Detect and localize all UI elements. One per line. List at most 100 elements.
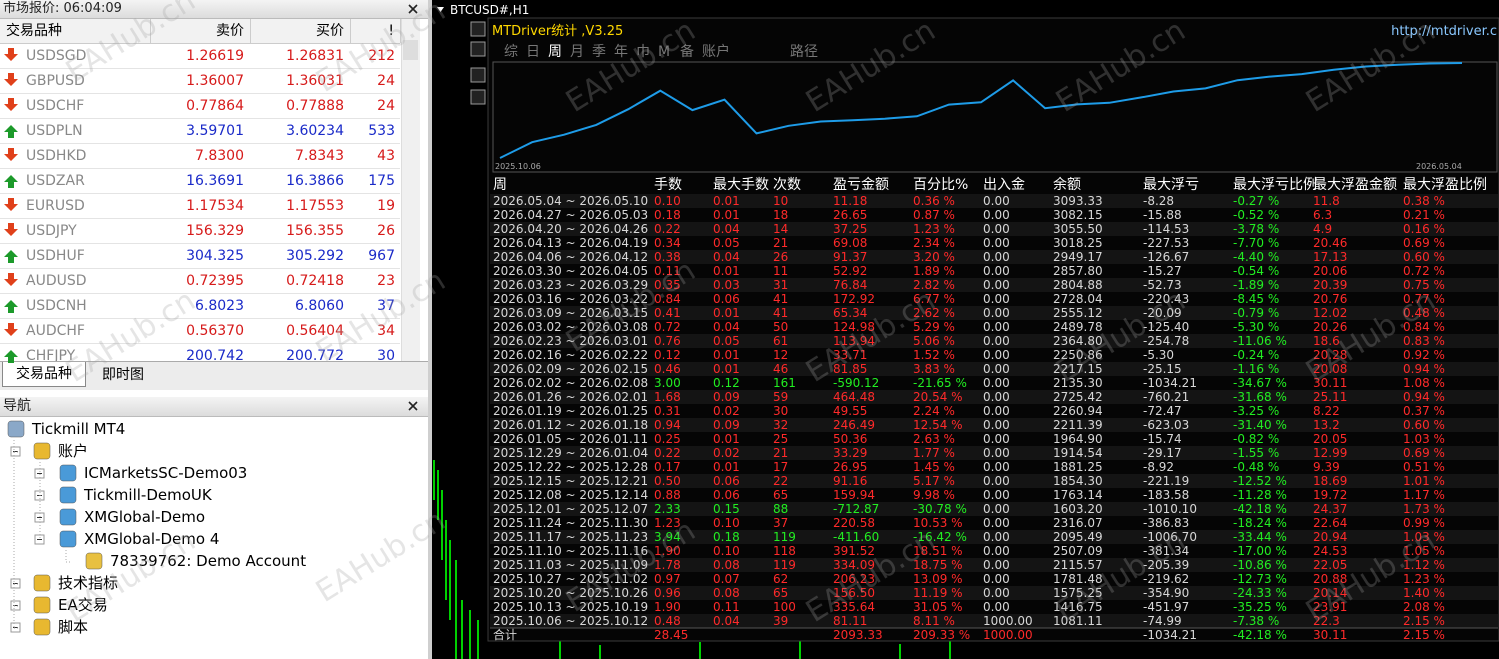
table-cell: -25.15 bbox=[1143, 362, 1182, 376]
row-bg bbox=[0, 94, 400, 119]
stats-tab[interactable]: 备 bbox=[680, 44, 694, 60]
symbol[interactable]: USDCNH bbox=[26, 298, 87, 314]
table-cell: 2025.11.24 ~ 2025.11.30 bbox=[493, 516, 649, 530]
stats-tab[interactable]: 日 bbox=[526, 44, 540, 60]
scrollbar[interactable] bbox=[401, 19, 420, 361]
table-cell: 81.85 bbox=[833, 362, 868, 376]
table-cell: 31 bbox=[773, 278, 789, 292]
table-cell: -8.45 % bbox=[1233, 292, 1280, 306]
table-cell: 20.46 bbox=[1313, 236, 1348, 250]
column-header[interactable]: 买价 bbox=[250, 19, 351, 43]
table-cell: 0.00 bbox=[983, 600, 1010, 614]
table-cell: 30.11 bbox=[1313, 376, 1348, 390]
table-cell: 1081.11 bbox=[1053, 614, 1103, 628]
table-cell: 1.12 % bbox=[1403, 558, 1445, 572]
spread: 37 bbox=[377, 298, 395, 314]
table-cell: 0.48 bbox=[654, 614, 681, 628]
column-header[interactable]: ! bbox=[350, 19, 401, 43]
stats-tab[interactable]: 路径 bbox=[790, 44, 818, 60]
table-cell: -0.79 % bbox=[1233, 306, 1280, 320]
column-header[interactable]: 交易品种 bbox=[0, 19, 151, 43]
table-cell: -34.67 % bbox=[1233, 376, 1287, 390]
total-cell: 209.33 % bbox=[913, 628, 971, 642]
table-cell: 0.00 bbox=[983, 418, 1010, 432]
scroll-thumb[interactable] bbox=[403, 40, 418, 60]
symbol[interactable]: USDCHF bbox=[26, 98, 85, 114]
table-cell: 0.03 bbox=[713, 278, 740, 292]
table-cell: 91.16 bbox=[833, 474, 868, 488]
stats-tab[interactable]: 周 bbox=[548, 44, 562, 60]
stats-tab[interactable]: 月 bbox=[570, 44, 584, 60]
table-cell: -712.87 bbox=[833, 502, 880, 516]
symbol[interactable]: EURUSD bbox=[26, 198, 85, 214]
table-cell: 0.97 bbox=[654, 572, 681, 586]
tree-item[interactable]: 78339762: Demo Account bbox=[110, 552, 307, 570]
table-cell: 0.18 bbox=[654, 208, 681, 222]
tree-item[interactable]: XMGlobal-Demo bbox=[84, 508, 206, 526]
tab[interactable]: 交易品种 bbox=[2, 362, 86, 387]
table-cell: -0.52 % bbox=[1233, 208, 1280, 222]
column-header[interactable]: 卖价 bbox=[150, 19, 251, 43]
table-cell: 0.94 % bbox=[1403, 362, 1445, 376]
table-cell: 2489.78 bbox=[1053, 320, 1103, 334]
table-cell: 25 bbox=[773, 432, 789, 446]
table-cell: 0.04 bbox=[713, 320, 740, 334]
stats-tab[interactable]: 账户 bbox=[702, 44, 730, 60]
symbol[interactable]: CHFJPY bbox=[26, 348, 76, 364]
symbol[interactable]: USDJPY bbox=[26, 223, 77, 239]
table-header: 最大浮亏 bbox=[1143, 177, 1199, 193]
menu-triangle bbox=[437, 7, 444, 12]
symbol[interactable]: USDHKD bbox=[26, 148, 87, 164]
table-cell: 0.01 bbox=[713, 208, 740, 222]
table-cell: 6.3 bbox=[1313, 208, 1333, 222]
table-cell: 20.26 bbox=[1313, 320, 1348, 334]
symbol[interactable]: GBPUSD bbox=[26, 73, 85, 89]
row-stripe bbox=[490, 390, 1498, 404]
table-cell: -11.28 % bbox=[1233, 488, 1287, 502]
ask: 1.17553 bbox=[286, 198, 344, 214]
url[interactable]: http://mtdriver.c bbox=[1391, 24, 1497, 39]
stats-tab[interactable]: 年 bbox=[614, 44, 628, 60]
table-cell: -4.40 % bbox=[1233, 250, 1280, 264]
table-cell: 25.11 bbox=[1313, 390, 1348, 404]
tree-item[interactable]: ICMarketsSC-Demo03 bbox=[84, 464, 248, 482]
table-cell: 1.23 % bbox=[1403, 572, 1445, 586]
tree-item[interactable]: 脚本 bbox=[58, 618, 89, 636]
table-cell: 1.77 % bbox=[913, 446, 955, 460]
tree-item[interactable]: EA交易 bbox=[58, 596, 108, 614]
symbol[interactable]: USDHUF bbox=[26, 248, 85, 264]
stats-tab[interactable]: 综 bbox=[504, 44, 518, 60]
symbol[interactable]: AUDUSD bbox=[26, 273, 87, 289]
table-cell: 91.37 bbox=[833, 250, 868, 264]
stats-tab[interactable]: M bbox=[658, 44, 671, 60]
tree-item[interactable]: 技术指标 bbox=[58, 574, 119, 592]
table-cell: 8.11 % bbox=[913, 614, 955, 628]
table-header: 百分比% bbox=[913, 177, 969, 193]
stats-tab[interactable]: 季 bbox=[592, 44, 606, 60]
tree-item[interactable]: XMGlobal-Demo 4 bbox=[84, 530, 220, 548]
symbol[interactable]: USDPLN bbox=[26, 123, 83, 139]
table-cell: 49.55 bbox=[833, 404, 868, 418]
tree-item[interactable]: 账户 bbox=[58, 442, 89, 460]
symbol[interactable]: USDSGD bbox=[26, 48, 87, 64]
symbol[interactable]: USDZAR bbox=[26, 173, 85, 189]
table-cell: 1781.48 bbox=[1053, 572, 1103, 586]
table-cell: 2025.11.03 ~ 2025.11.09 bbox=[493, 558, 649, 572]
table-cell: 0.60 % bbox=[1403, 250, 1445, 264]
tree-item[interactable]: Tickmill-DemoUK bbox=[84, 486, 212, 504]
ask: 0.56404 bbox=[286, 323, 344, 339]
tree-icon bbox=[59, 486, 77, 504]
table-cell: 3.94 bbox=[654, 530, 681, 544]
table-cell: -3.25 % bbox=[1233, 404, 1280, 418]
table-cell: -205.39 bbox=[1143, 558, 1190, 572]
table-cell: -220.43 bbox=[1143, 292, 1190, 306]
stats-tab[interactable]: 巾 bbox=[636, 44, 650, 60]
table-cell: 18.69 bbox=[1313, 474, 1348, 488]
tab[interactable]: 即时图 bbox=[102, 367, 144, 383]
table-cell: 0.10 bbox=[713, 516, 740, 530]
symbol[interactable]: AUDCHF bbox=[26, 323, 85, 339]
table-cell: 2316.07 bbox=[1053, 516, 1103, 530]
tree-item[interactable]: Tickmill MT4 bbox=[32, 420, 126, 438]
table-cell: 0.99 % bbox=[1403, 516, 1445, 530]
